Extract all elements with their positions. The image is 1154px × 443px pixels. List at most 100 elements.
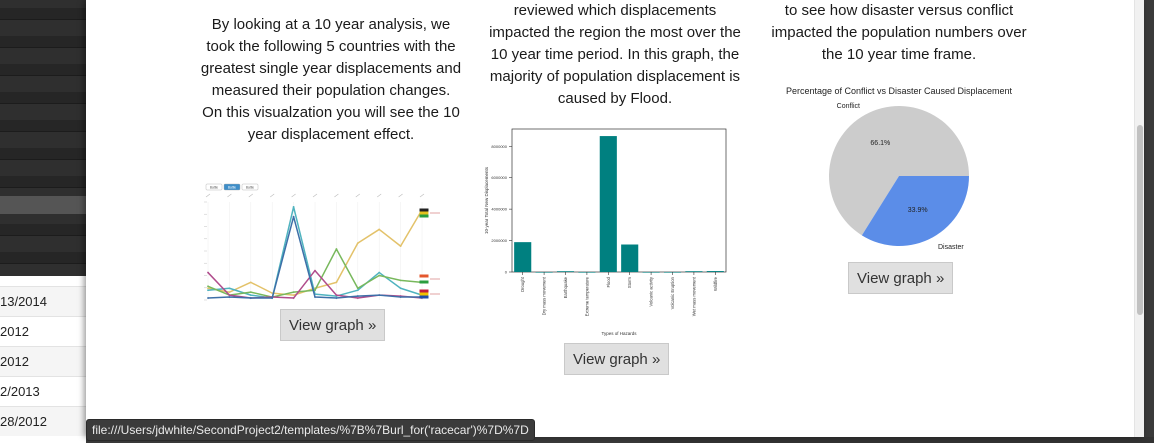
line-point <box>335 297 338 299</box>
line-chart-thumbnail[interactable]: Battle Battle Battle <box>204 180 460 304</box>
bar <box>599 136 617 272</box>
table-row: 28/2012 <box>0 406 86 436</box>
flag-band <box>419 295 429 299</box>
bar <box>706 271 724 272</box>
column-hazard-types: reviewed which displacements impacted th… <box>486 0 744 110</box>
graph-modal: By looking at a 10 year analysis, we too… <box>86 0 1144 437</box>
view-graph-button-bar[interactable]: View graph » <box>564 343 670 375</box>
pie-slice <box>829 105 969 236</box>
line-point <box>249 281 252 284</box>
line-point <box>228 291 231 294</box>
pie-chart: Percentage of Conflict vs Disaster Cause… <box>786 86 1013 251</box>
mini-tab-label: Battle <box>228 186 236 190</box>
country-flag-icon <box>419 289 440 299</box>
line-point <box>207 271 209 274</box>
view-graph-button-pie[interactable]: View graph » <box>848 262 954 294</box>
pie-category-label: Disaster <box>938 244 964 251</box>
pie-title: Percentage of Conflict vs Disaster Cause… <box>786 86 1013 96</box>
line-point <box>314 296 316 298</box>
line-point <box>356 295 359 297</box>
line-point <box>249 291 252 294</box>
x-tick-label: Wet mass movement <box>691 276 696 316</box>
column-conflict-vs-disaster: to see how disaster versus conflict impa… <box>768 0 1030 66</box>
line-point <box>228 294 231 296</box>
line-point <box>399 296 402 298</box>
y-tick-label: 0 <box>505 270 508 275</box>
line-point <box>249 297 252 299</box>
line-point <box>399 245 402 247</box>
line-point <box>378 228 381 231</box>
mini-tab-label: Battle <box>210 186 218 190</box>
description-hazard-types: reviewed which displacements impacted th… <box>489 2 741 107</box>
background-row <box>0 148 86 160</box>
y-axis-label: 10-year Total New Displacements <box>484 166 489 234</box>
x-tick-label: Drought <box>520 276 525 292</box>
bar <box>621 244 639 272</box>
y-tick-label: 8000000 <box>491 144 507 149</box>
line-point <box>249 294 252 296</box>
line-point <box>356 289 359 292</box>
line-point <box>292 206 295 208</box>
country-flag-icon <box>419 208 440 218</box>
line-point <box>356 287 359 290</box>
bar-chart-thumbnail[interactable]: 0 2000000 4000000 6000000 8000000 Drought Dry … <box>482 124 742 342</box>
mini-tab <box>205 183 223 191</box>
x-tick-mark <box>291 193 296 198</box>
line-point <box>207 285 209 288</box>
modal-scrollbar[interactable] <box>1134 0 1144 437</box>
line-point <box>356 297 359 299</box>
flag-band <box>419 274 429 278</box>
flag-band <box>419 214 429 218</box>
background-row <box>0 252 86 264</box>
line-point <box>228 287 231 290</box>
background-row-highlight <box>0 196 86 214</box>
line-point <box>207 297 209 299</box>
line-point <box>378 271 381 274</box>
background-row <box>0 176 86 188</box>
pie-chart-thumbnail[interactable]: Percentage of Conflict vs Disaster Cause… <box>768 82 1030 254</box>
line-point <box>292 291 295 294</box>
background-row <box>0 224 86 236</box>
x-tick-label: Storm <box>627 276 632 288</box>
description-ten-year-analysis: By looking at a 10 year analysis, we too… <box>200 16 462 143</box>
pie-slice <box>861 176 969 246</box>
country-flag-icon <box>419 274 440 284</box>
background-row <box>0 120 86 132</box>
bar <box>514 242 532 272</box>
flag-band <box>419 289 429 293</box>
mini-tab <box>241 183 259 191</box>
x-tick-mark <box>334 193 339 198</box>
x-tick-label: Dry mass movement <box>542 276 547 315</box>
x-tick-label: Flood <box>606 276 611 287</box>
y-tick-label: 6000000 <box>491 175 507 180</box>
pie-category-label: Conflict <box>837 103 860 110</box>
background-row <box>0 64 86 76</box>
line-point <box>207 289 209 292</box>
x-tick-mark <box>312 193 318 198</box>
x-tick-mark <box>355 193 360 198</box>
status-bar-url: file:///Users/jdwhite/SecondProject2/tem… <box>86 419 535 441</box>
view-graph-button-line[interactable]: View graph » <box>280 309 386 341</box>
x-tick-label: Volcanic activity <box>649 276 654 306</box>
line-point <box>399 287 402 290</box>
line-point <box>335 248 338 250</box>
bar-chart: 0 2000000 4000000 6000000 8000000 Drought Dry … <box>484 128 727 336</box>
line-point <box>356 242 359 245</box>
bar <box>556 271 575 272</box>
x-tick-label: Volcanic Eruption <box>670 276 675 309</box>
mini-tab-label: Battle <box>246 186 254 190</box>
x-tick-label: Wildfire <box>713 276 718 291</box>
bar-plot-frame <box>511 128 727 273</box>
scrollbar-thumb[interactable] <box>1137 125 1143 315</box>
pie-value-label: 33.9% <box>908 207 928 214</box>
x-axis-label: Types of Hazards <box>601 331 637 336</box>
table-row: 2012 <box>0 316 86 346</box>
y-tick-label: 2000000 <box>491 238 507 243</box>
line-point <box>271 297 274 299</box>
background-row <box>0 36 86 48</box>
flag-band <box>419 208 429 212</box>
flag-band <box>419 280 429 284</box>
description-conflict-vs-disaster: to see how disaster versus conflict impa… <box>771 2 1027 63</box>
line-point <box>314 289 316 292</box>
line-point <box>292 294 295 296</box>
